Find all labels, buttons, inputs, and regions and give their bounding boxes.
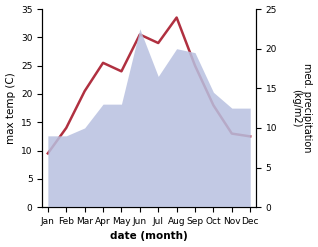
Y-axis label: med. precipitation
(kg/m2): med. precipitation (kg/m2): [291, 63, 313, 153]
X-axis label: date (month): date (month): [110, 231, 188, 242]
Y-axis label: max temp (C): max temp (C): [5, 72, 16, 144]
